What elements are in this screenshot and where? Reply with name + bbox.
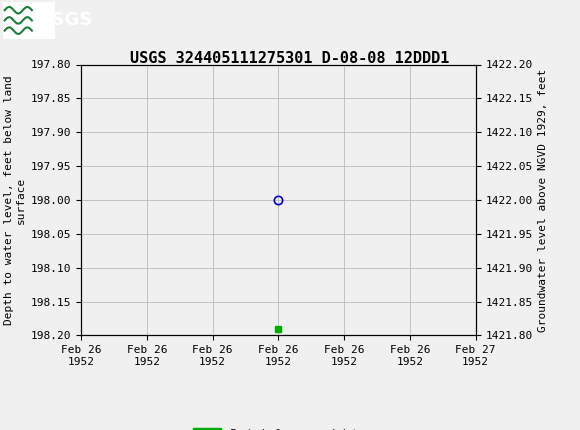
Text: USGS: USGS xyxy=(38,12,93,29)
Bar xyxy=(3,2,55,39)
Y-axis label: Depth to water level, feet below land
surface: Depth to water level, feet below land su… xyxy=(4,75,26,325)
Y-axis label: Groundwater level above NGVD 1929, feet: Groundwater level above NGVD 1929, feet xyxy=(538,68,548,332)
Text: USGS 324405111275301 D-08-08 12DDD1: USGS 324405111275301 D-08-08 12DDD1 xyxy=(130,51,450,65)
Legend: Period of approved data: Period of approved data xyxy=(188,424,368,430)
